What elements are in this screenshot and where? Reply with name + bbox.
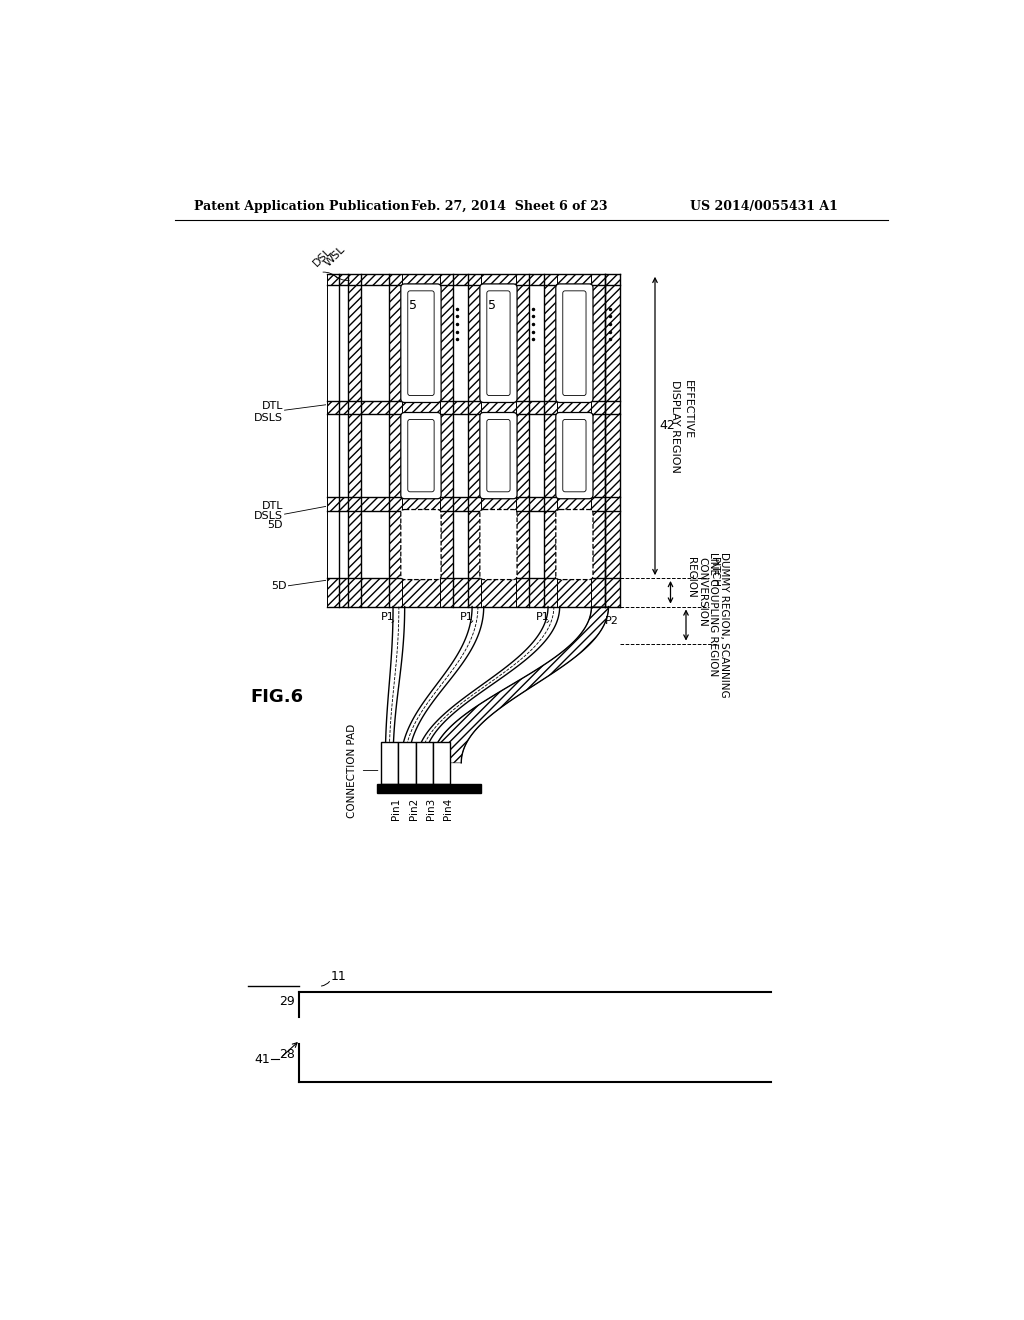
Bar (439, 275, 453, 607)
Text: 28: 28 (279, 1048, 295, 1061)
FancyBboxPatch shape (480, 412, 517, 499)
FancyBboxPatch shape (400, 412, 441, 499)
Bar (328, 578, 621, 607)
Bar (328, 498, 621, 511)
FancyBboxPatch shape (556, 284, 593, 403)
FancyBboxPatch shape (486, 290, 510, 396)
FancyBboxPatch shape (400, 284, 441, 403)
Text: DUMMY REGION, SCANNING
LINE COUPLING REGION: DUMMY REGION, SCANNING LINE COUPLING REG… (708, 552, 729, 698)
Text: 5D: 5D (267, 520, 283, 529)
Text: P1: P1 (381, 612, 394, 622)
Text: 5: 5 (487, 300, 496, 313)
Text: DSLS: DSLS (254, 413, 283, 422)
FancyBboxPatch shape (408, 420, 434, 492)
Bar (328, 275, 621, 285)
Polygon shape (432, 607, 608, 763)
Bar (377, 784, 480, 793)
Text: DTL: DTL (261, 502, 283, 511)
Text: 5: 5 (409, 300, 417, 313)
Bar (592, 275, 604, 607)
Bar (348, 275, 360, 607)
FancyBboxPatch shape (400, 510, 441, 579)
Bar (432, 742, 450, 784)
FancyBboxPatch shape (556, 510, 593, 579)
Text: Pin2: Pin2 (409, 797, 419, 820)
Bar (398, 742, 416, 784)
FancyBboxPatch shape (480, 510, 517, 579)
FancyBboxPatch shape (480, 284, 517, 403)
FancyBboxPatch shape (563, 420, 586, 492)
Text: WSL: WSL (324, 244, 347, 268)
Text: Patent Application Publication: Patent Application Publication (194, 199, 410, 213)
Text: US 2014/0055431 A1: US 2014/0055431 A1 (690, 199, 838, 213)
FancyBboxPatch shape (408, 290, 434, 396)
Text: P1: P1 (536, 612, 550, 622)
Text: FIG.6: FIG.6 (251, 689, 303, 706)
Text: DTL: DTL (261, 401, 283, 412)
FancyBboxPatch shape (486, 420, 510, 492)
FancyBboxPatch shape (556, 412, 593, 499)
Text: P1: P1 (460, 612, 473, 622)
Text: PITCH
CONVERSION
REGION: PITCH CONVERSION REGION (686, 557, 719, 627)
Text: Feb. 27, 2014  Sheet 6 of 23: Feb. 27, 2014 Sheet 6 of 23 (411, 199, 607, 213)
Bar (416, 742, 432, 784)
Bar (604, 275, 621, 607)
Text: Pin3: Pin3 (426, 797, 435, 820)
Bar (515, 275, 528, 607)
Text: 5D: 5D (271, 581, 287, 591)
Bar (389, 275, 402, 607)
FancyBboxPatch shape (563, 290, 586, 396)
Text: EFFECTIVE
DISPLAY REGION: EFFECTIVE DISPLAY REGION (671, 380, 693, 473)
Text: Pin1: Pin1 (391, 797, 400, 820)
Text: 29: 29 (279, 995, 295, 1008)
Bar (544, 275, 557, 607)
Text: CONNECTION PAD: CONNECTION PAD (347, 723, 356, 817)
Bar (381, 742, 397, 784)
Bar (328, 401, 621, 414)
Text: 41: 41 (254, 1053, 270, 1065)
Text: Pin4: Pin4 (442, 797, 453, 820)
Text: DSLS: DSLS (254, 511, 283, 520)
Bar (468, 275, 481, 607)
Text: 11: 11 (331, 970, 347, 982)
Text: P2: P2 (604, 616, 618, 626)
Text: DSL: DSL (311, 246, 334, 268)
Text: 42: 42 (658, 420, 675, 433)
